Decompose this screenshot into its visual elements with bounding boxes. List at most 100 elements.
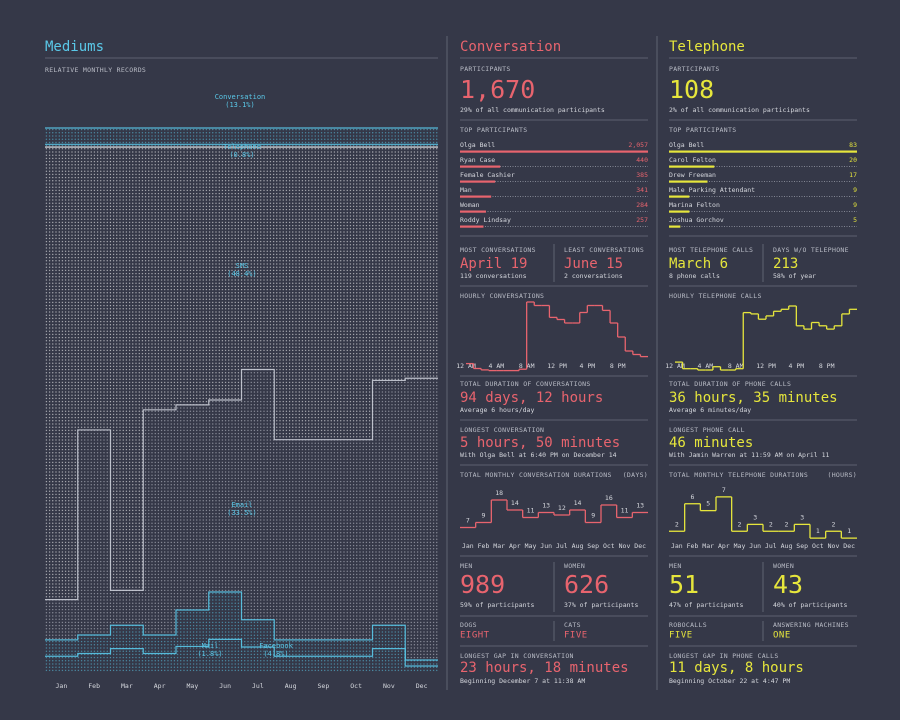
area-segment (307, 439, 341, 640)
area-segment (274, 656, 308, 672)
x-tick-label: 8 PM (819, 362, 835, 370)
area-edge (45, 638, 438, 667)
area-segment (110, 648, 144, 672)
area-segment (241, 144, 275, 148)
stat-value: 626 (564, 570, 609, 599)
series-label: Mail (202, 642, 219, 650)
bar (460, 165, 501, 168)
x-tick-label: Dec (843, 542, 855, 550)
participant-name: Man (460, 186, 472, 194)
area-segment (77, 429, 111, 636)
area-segment (143, 409, 177, 636)
x-tick-label: Aug (285, 682, 297, 690)
data-label: 13 (636, 502, 644, 510)
data-label: 9 (591, 512, 595, 520)
area-segment (176, 646, 210, 672)
area-segment (176, 609, 210, 647)
area-segment (339, 144, 373, 148)
stat-label: MEN (669, 562, 682, 570)
participant-count: 257 (636, 216, 648, 224)
area-segment (208, 592, 242, 640)
stat-note: 119 conversations (460, 272, 527, 280)
bar (460, 180, 496, 183)
area-segment (241, 147, 275, 370)
area-segment (110, 625, 144, 649)
data-label: 7 (722, 486, 726, 494)
bar (460, 210, 486, 213)
area-segment (339, 147, 373, 440)
stat-value: 108 (669, 75, 714, 104)
area-segment (405, 147, 439, 379)
x-tick-label: Sep (587, 542, 599, 550)
chart-title: TOP PARTICIPANTS (669, 126, 736, 134)
series-label: Conversation (215, 93, 266, 101)
participant-name: Marina Felton (669, 201, 720, 209)
participant-name: Joshua Gorchov (669, 216, 724, 224)
area-segment (176, 128, 210, 145)
stat-label: WOMEN (773, 562, 794, 570)
area-segment (208, 128, 242, 145)
participant-count: 9 (853, 186, 857, 194)
chart-title: TOTAL MONTHLY CONVERSATION DURATIONS (460, 471, 612, 479)
data-label: 7 (466, 517, 470, 525)
x-tick-label: Oct (812, 542, 824, 550)
area-segment (339, 128, 373, 145)
panel-title: Conversation (460, 39, 561, 55)
x-tick-label: Feb (88, 682, 100, 690)
area-segment (77, 635, 111, 654)
area-segment (307, 144, 341, 148)
area-segment (241, 369, 275, 620)
participant-name: Drew Freeman (669, 171, 716, 179)
stat-label: LONGEST GAP IN PHONE CALLS (669, 652, 779, 660)
data-label: 12 (558, 504, 566, 512)
stat-note: 59% of participants (460, 601, 534, 609)
area-segment (405, 666, 439, 672)
chart-title: HOURLY CONVERSATIONS (460, 292, 544, 300)
x-tick-label: 4 PM (580, 362, 596, 370)
x-tick-label: 12 PM (547, 362, 567, 370)
x-tick-label: Jul (252, 682, 264, 690)
stat-value: 46 minutes (669, 435, 753, 451)
area-segment (372, 625, 406, 649)
stat-value: April 19 (460, 256, 527, 272)
participant-count: 9 (853, 201, 857, 209)
area-segment (307, 656, 341, 672)
x-tick-label: May (734, 542, 746, 550)
stat-note: Beginning October 22 at 4:47 PM (669, 677, 790, 685)
stat-label: MOST TELEPHONE CALLS (669, 246, 753, 254)
data-label: 3 (753, 513, 757, 521)
data-label: 11 (621, 507, 629, 515)
stat-note: Average 6 hours/day (460, 406, 534, 414)
stat-value: FIVE (564, 631, 588, 641)
series-label: Facebook (259, 642, 294, 650)
data-label: 2 (738, 520, 742, 528)
x-tick-label: Jul (556, 542, 568, 550)
x-tick-label: Jan (462, 542, 474, 550)
participant-name: Ryan Case (460, 156, 495, 164)
stat-label: WOMEN (564, 562, 585, 570)
area-segment (208, 147, 242, 400)
participant-count: 284 (636, 201, 648, 209)
mediums-title: Mediums (45, 39, 104, 55)
participant-count: 17 (849, 171, 857, 179)
participant-name: Male Parking Attendant (669, 186, 755, 194)
area-segment (110, 144, 144, 148)
panel-title: Telephone (669, 39, 745, 55)
stat-value: 11 days, 8 hours (669, 660, 804, 676)
participant-count: 20 (849, 156, 857, 164)
series-share: (13.1%) (225, 101, 255, 109)
stat-label: PARTICIPANTS (669, 65, 720, 73)
stat-value: 989 (460, 570, 505, 599)
area-segment (208, 639, 242, 672)
stat-value: 213 (773, 256, 798, 272)
stat-label: TOTAL DURATION OF CONVERSATIONS (460, 380, 591, 388)
x-tick-label: 12 PM (756, 362, 776, 370)
participant-count: 5 (853, 216, 857, 224)
area-segment (274, 144, 308, 148)
x-tick-label: Nov (619, 542, 631, 550)
stat-label: LEAST CONVERSATIONS (564, 246, 644, 254)
area-segment (208, 144, 242, 148)
stat-note: 2% of all communication participants (669, 106, 810, 114)
area-segment (45, 128, 79, 145)
data-label: 2 (832, 520, 836, 528)
